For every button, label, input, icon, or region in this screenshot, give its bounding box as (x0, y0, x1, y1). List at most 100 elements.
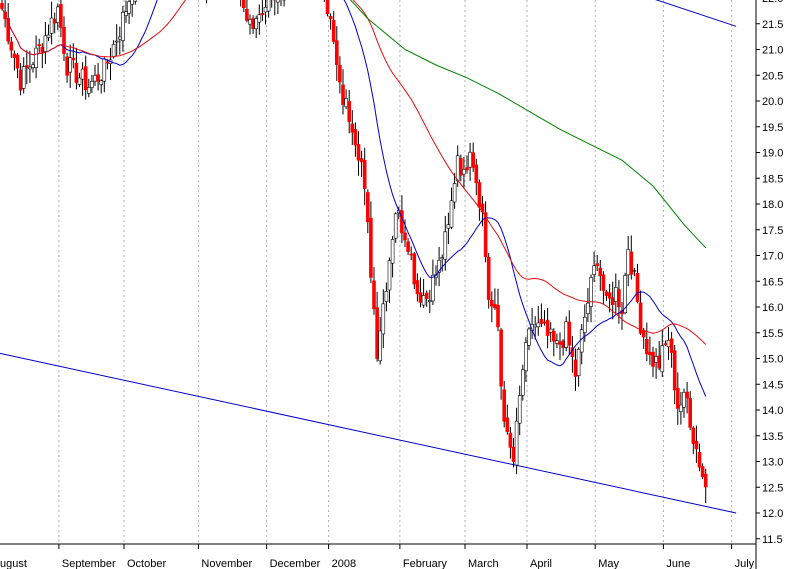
candle-up (452, 183, 457, 203)
y-tick-label: 21.0 (762, 45, 783, 57)
candle-down (496, 305, 500, 328)
candle-down (685, 391, 689, 399)
candle-down (688, 398, 693, 428)
candle-up (468, 151, 472, 168)
candle-up (524, 342, 528, 372)
candle-down (412, 253, 417, 285)
candle-up (437, 259, 441, 273)
candle-down (598, 267, 603, 277)
candle-up (440, 257, 445, 260)
candle-down (350, 123, 355, 133)
candle-up (124, 11, 128, 16)
candle-up (660, 345, 665, 373)
candle-up (118, 36, 122, 40)
x-tick-label: February (403, 558, 448, 569)
y-tick-label: 19.5 (762, 122, 783, 134)
candle-down (418, 292, 423, 303)
y-tick-label: 20.5 (762, 70, 783, 82)
x-axis: ugust September October November December 200… (0, 543, 756, 569)
moving-average-line (349, 0, 707, 249)
candle-down (505, 417, 510, 432)
candle-up (378, 330, 383, 362)
candle-up (130, 0, 134, 5)
candle-down (648, 351, 652, 356)
candle-up (263, 7, 268, 13)
candle-down (539, 318, 544, 324)
candle-down (71, 57, 76, 61)
candle-up (31, 64, 35, 68)
candle-down (403, 232, 407, 241)
candle-down (409, 253, 414, 256)
candle-down (489, 299, 494, 307)
candle-up (248, 19, 252, 25)
candle-up (589, 277, 593, 307)
candle-down (62, 26, 66, 54)
candle-down (458, 158, 463, 176)
candle-up (257, 14, 262, 23)
candle-down (700, 466, 705, 477)
y-tick-label: 19.0 (762, 148, 783, 160)
candle-up (387, 260, 392, 291)
candle-up (446, 224, 451, 229)
candle-up (564, 321, 569, 348)
x-tick-label: 2008 (332, 558, 356, 569)
candle-down (424, 292, 429, 299)
candle-up (102, 58, 107, 82)
candle-down (260, 12, 265, 16)
candle-down (601, 274, 606, 291)
trendline (0, 352, 737, 514)
candle-down (573, 359, 578, 377)
candle-up (682, 391, 686, 408)
candle-down (325, 0, 330, 15)
candle-up (393, 213, 398, 239)
candle-down (477, 182, 482, 208)
candle-down (483, 212, 488, 258)
candle-down (694, 440, 699, 450)
y-tick-label: 14.5 (762, 379, 783, 391)
candle-down (24, 65, 29, 69)
candle-down (703, 473, 708, 488)
candle-down (369, 217, 373, 278)
candle-up (455, 155, 460, 182)
candle-up (613, 287, 618, 303)
candle-down (0, 3, 4, 9)
candle-down (651, 351, 655, 367)
candle-down (15, 54, 20, 69)
y-tick-label: 16.5 (762, 276, 783, 288)
candle-down (3, 11, 7, 20)
candle-up (654, 356, 658, 363)
candle-down (245, 9, 249, 21)
candle-up (114, 40, 119, 43)
candle-down (697, 452, 702, 468)
candle-up (49, 17, 54, 34)
candle-up (536, 322, 541, 328)
candle-down (365, 192, 370, 223)
grid-lines (58, 0, 733, 544)
candle-up (579, 329, 584, 353)
candle-up (381, 303, 386, 335)
candle-up (626, 249, 631, 276)
candle-down (499, 329, 503, 387)
candle-down (567, 321, 572, 346)
candle-down (338, 65, 342, 83)
candle-up (344, 98, 348, 107)
x-tick-label: July (735, 558, 755, 569)
candle-up (28, 66, 32, 70)
candle-up (462, 169, 466, 175)
candle-up (390, 239, 395, 264)
y-tick-label: 13.5 (762, 431, 783, 443)
x-tick-label: June (666, 558, 690, 569)
candle-down (657, 355, 662, 369)
y-tick-label: 17.5 (762, 225, 783, 237)
candle-down (74, 62, 79, 83)
candle-down (493, 303, 497, 309)
x-tick-label: March (468, 558, 499, 569)
candle-up (527, 328, 531, 346)
candle-down (610, 297, 615, 306)
candle-up (443, 231, 448, 260)
candle-up (533, 324, 538, 328)
candle-up (555, 340, 559, 344)
candle-up (68, 57, 72, 73)
candle-down (105, 61, 110, 64)
candle-down (12, 53, 17, 58)
